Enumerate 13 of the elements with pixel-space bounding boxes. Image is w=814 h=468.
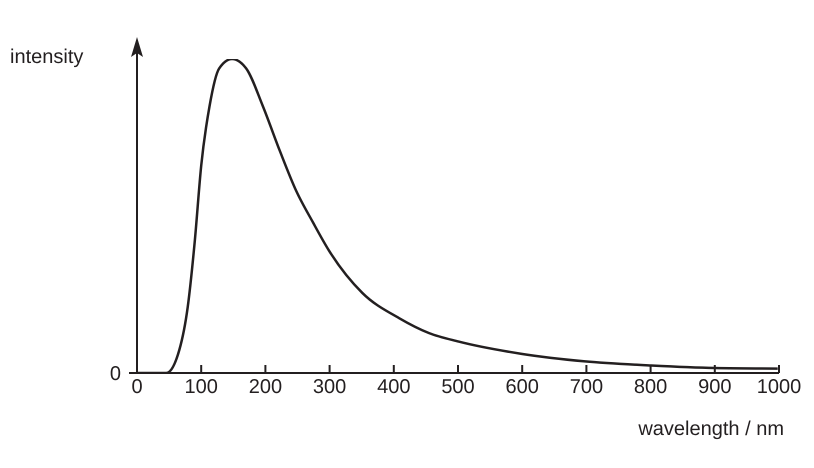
x-tick-label: 800 xyxy=(634,376,668,398)
y-axis-title: intensity xyxy=(10,46,84,69)
x-tick-label: 700 xyxy=(570,376,604,398)
x-tick-label: 600 xyxy=(506,376,539,398)
x-tick-label: 500 xyxy=(441,376,475,398)
x-tick-label: 900 xyxy=(698,376,732,398)
x-tick-label: 1000 xyxy=(756,376,802,398)
x-tick-label: 200 xyxy=(248,376,282,398)
x-tick-label: 400 xyxy=(377,376,410,398)
x-tick-label: 0 xyxy=(131,376,143,398)
x-tick-label: 300 xyxy=(312,376,346,398)
x-tick-label: 100 xyxy=(184,376,218,398)
x-axis-title: wavelength / nm xyxy=(638,418,784,441)
